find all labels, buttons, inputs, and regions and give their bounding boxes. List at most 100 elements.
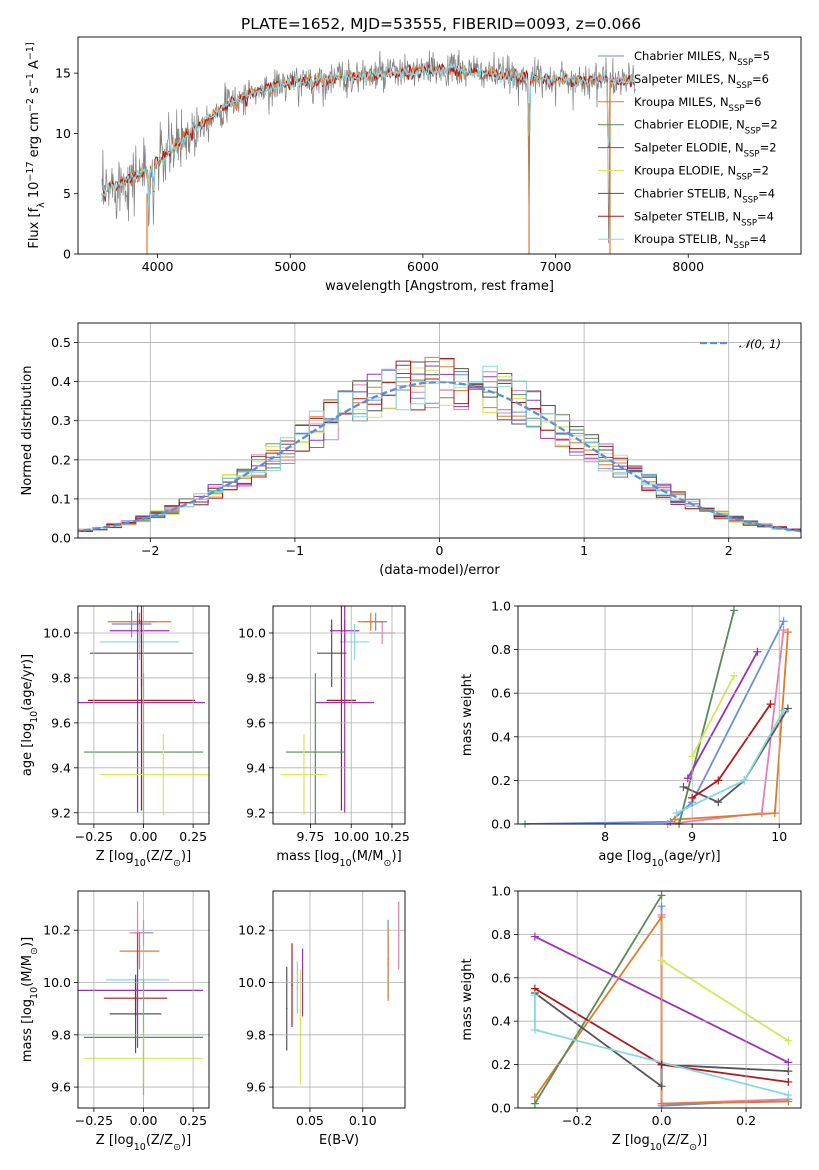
x-tick-label: −0.25 [75,829,113,844]
plus-marker [657,891,666,900]
data-point [340,699,343,702]
plus-marker [688,752,697,761]
y-tick-label: 0.2 [491,773,511,788]
legend-entry: Salpeter MILES, NSSP=6 [634,72,769,91]
legend-entry: Kroupa MILES, NSSP=6 [634,95,761,114]
legend-entry: Kroupa STELIB, NSSP=4 [634,232,766,251]
y-tick-label: 0.8 [491,642,511,657]
age-vs-mass-panel: 9.75 10.00 10.25 9.2 9.4 9.6 9.8 10.0 mass [log1… [238,605,410,869]
mass-weight-vs-metallicity-xlabel: Z [log10(Z/Z⊙)] [612,1133,707,1153]
plus-marker [784,1090,793,1099]
y-tick-label: 9.8 [51,670,71,685]
plus-marker [657,902,666,911]
plus-marker [740,776,749,785]
y-tick-label: 0 [63,247,71,262]
y-tick-label: 9.6 [51,1080,71,1095]
plus-marker [679,782,688,791]
data-point [291,984,293,986]
mass-vs-extinction-xlabel: E(B-V) [319,1133,359,1148]
residual-histogram-xlabel: (data-model)/error [379,563,500,578]
age-vs-mass-plot-area [281,606,396,824]
y-tick-label: 0.6 [491,970,511,985]
page-title: PLATE=1652, MJD=53555, FIBERID=0093, z=0… [241,15,641,33]
mass-vs-metallicity-xlabel: Z [log10(Z/Z⊙)] [96,1133,191,1153]
x-tick-label: 2 [725,543,733,558]
y-tick-label: 10.0 [43,625,71,640]
data-point [330,652,333,654]
y-tick-label: 9.2 [51,805,71,820]
plus-marker [753,647,762,656]
data-point [136,989,139,992]
spectrum-panel: 4000 5000 6000 7000 8000 0 5 10 15 wavelength [An… [25,36,802,294]
plus-marker [714,776,723,785]
plus-marker [729,606,738,615]
x-tick-label: 10.00 [333,829,369,844]
axes-frame [517,890,802,1109]
plus-marker [683,774,692,783]
x-tick-label: 0.25 [179,1113,207,1128]
x-tick-label: 0.0 [652,1113,672,1128]
y-tick-label: 0.6 [491,686,511,701]
y-tick-label: 0.4 [491,1014,511,1029]
plus-marker [530,991,539,1000]
y-tick-label: 9.8 [51,1027,71,1042]
age-vs-metallicity-xlabel: Z [log10(Z/Z⊙)] [96,849,191,869]
x-tick-label: 1 [580,543,588,558]
x-tick-label: 0.10 [349,1113,377,1128]
weight-line-5 [691,675,735,757]
x-tick-label: 0 [436,543,444,558]
mass-vs-extinction-panel: 0.05 0.10 9.6 9.8 10.0 10.2 E(B-V) [238,890,406,1148]
mass-vs-extinction-plot-area [285,901,400,1085]
plus-marker [657,913,666,922]
weight-line-4 [687,651,759,779]
spectrum-plot-area [101,49,636,254]
y-tick-label: 0.1 [51,491,71,506]
x-tick-label: 9.75 [297,829,325,844]
plus-marker [657,1099,666,1108]
plus-marker [784,1077,793,1086]
data-point [134,997,137,999]
data-point [397,934,400,937]
weight-line-5 [661,959,789,1042]
x-tick-label: 10 [771,829,787,844]
plus-marker [783,704,792,713]
x-tick-label: 0.00 [130,1113,158,1128]
residual-histogram-ylabel: Normed distribution [20,366,35,496]
y-tick-label: 9.2 [246,805,266,820]
spectrum-model-line-8 [101,61,636,208]
y-tick-label: 0.5 [51,335,71,350]
plus-marker [779,625,788,634]
plus-marker [657,956,666,965]
legend-entry: Chabrier MILES, NSSP=5 [634,49,770,68]
legend-entry: Salpeter STELIB, NSSP=4 [634,209,774,228]
legend-entry: Chabrier ELODIE, NSSP=2 [634,118,778,137]
age-vs-mass-xlabel: mass [log10(M/M⊙)] [276,849,401,869]
age-vs-metallicity-ylabel: age [log10(age/yr)] [20,654,40,776]
y-tick-label: 15 [55,66,71,81]
y-tick-label: 9.6 [246,715,266,730]
data-point [138,950,141,952]
y-tick-label: 1.0 [491,599,511,614]
y-tick-label: 9.6 [51,715,71,730]
data-point [130,623,133,625]
y-tick-label: 0.2 [51,452,71,467]
x-tick-label: 6000 [407,259,439,274]
plus-marker [672,809,681,818]
y-tick-label: 0.4 [491,729,511,744]
y-tick-label: 9.6 [246,1080,266,1095]
x-tick-label: −0.25 [75,1113,113,1128]
y-tick-label: 9.4 [246,760,266,775]
x-tick-label: 0.05 [296,1113,324,1128]
y-tick-label: 0.4 [51,374,71,389]
data-point [353,641,356,643]
plus-marker [530,932,539,941]
x-tick-label: 0.25 [179,829,207,844]
plus-marker [688,793,697,802]
data-point [162,773,165,776]
plus-marker [779,617,788,626]
x-tick-label: 0.2 [736,1113,756,1128]
y-tick-label: 0.0 [51,531,71,546]
axes-frame [272,890,406,1109]
data-point [296,986,299,989]
plus-marker [657,1082,666,1091]
